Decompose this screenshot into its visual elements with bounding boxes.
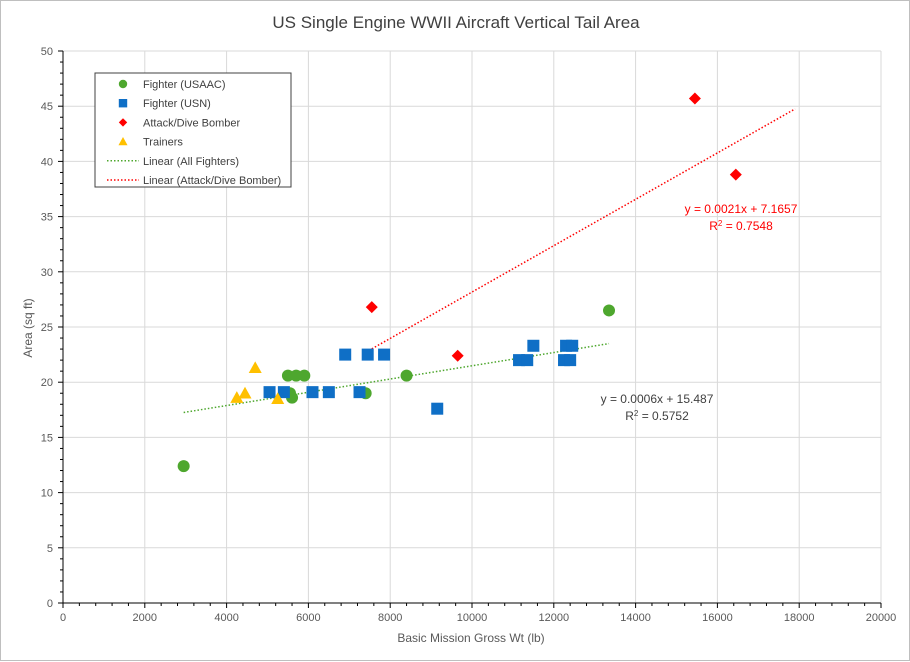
legend-entry-label: Fighter (USAAC) bbox=[143, 79, 226, 91]
y-tick-label: 30 bbox=[41, 267, 53, 279]
y-tick-label: 15 bbox=[41, 432, 53, 444]
data-point-square bbox=[566, 339, 579, 352]
data-point-square bbox=[527, 339, 540, 352]
legend-marker-circle bbox=[118, 79, 128, 89]
trendline-0 bbox=[183, 342, 610, 414]
trendlines bbox=[183, 108, 796, 414]
data-point-circle bbox=[603, 304, 616, 317]
trendline-equations: y = 0.0006x + 15.487 R2 = 0.5752 y = 0.002… bbox=[601, 202, 798, 423]
y-tick-label: 35 bbox=[41, 212, 53, 224]
data-point-triangle bbox=[230, 391, 244, 403]
data-point-circle bbox=[400, 369, 413, 382]
data-point-square bbox=[378, 348, 391, 361]
data-point-square bbox=[564, 354, 577, 367]
y-tick-label: 20 bbox=[41, 377, 53, 389]
x-tick-label: 12000 bbox=[539, 612, 570, 624]
data-point-diamond bbox=[729, 168, 742, 181]
data-point-triangle bbox=[271, 392, 285, 404]
legend-box bbox=[94, 72, 292, 188]
data-point-square bbox=[353, 386, 366, 399]
y-tick-label: 45 bbox=[41, 101, 53, 113]
y-axis-label: Area (sq ft) bbox=[21, 298, 35, 357]
data-point-square bbox=[277, 386, 290, 399]
y-tick-label: 50 bbox=[41, 46, 53, 58]
x-tick-label: 18000 bbox=[784, 612, 815, 624]
data-point-circle bbox=[298, 369, 311, 382]
data-point-diamond bbox=[365, 301, 378, 314]
y-tick-label: 5 bbox=[47, 543, 53, 555]
data-point-diamond bbox=[451, 349, 464, 362]
data-point-square bbox=[361, 348, 374, 361]
x-tick-label: 8000 bbox=[378, 612, 402, 624]
x-tick-label: 2000 bbox=[133, 612, 157, 624]
y-tick-label: 40 bbox=[41, 156, 53, 168]
data-point-triangle bbox=[238, 386, 252, 399]
legend-entry-label: Trainers bbox=[143, 137, 183, 149]
trendline-equation: y = 0.0006x + 15.487 bbox=[601, 392, 714, 406]
data-point-square bbox=[339, 348, 352, 361]
x-tick-label: 4000 bbox=[214, 612, 238, 624]
chart-title: US Single Engine WWII Aircraft Vertical … bbox=[272, 13, 640, 32]
legend-entry-label: Linear (Attack/Dive Bomber) bbox=[143, 175, 281, 187]
data-points bbox=[177, 92, 742, 473]
axes: 0 2000 4000 6000 8000 10000 12000 14000 16000 180… bbox=[41, 46, 897, 624]
legend-marker-square bbox=[118, 99, 128, 108]
y-tick-label: 10 bbox=[41, 488, 53, 500]
legend: Fighter (USAAC) Fighter (USN) Attack/Dive … bbox=[94, 72, 292, 188]
y-tick-label: 25 bbox=[41, 322, 53, 334]
data-point-triangle bbox=[248, 361, 262, 374]
legend-entry-label: Attack/Dive Bomber bbox=[143, 117, 241, 129]
legend-entry-label: Fighter (USN) bbox=[143, 98, 211, 110]
trendline-r-squared: R2 = 0.7548 bbox=[709, 219, 773, 234]
data-point-diamond bbox=[688, 92, 701, 105]
x-tick-label: 16000 bbox=[702, 612, 733, 624]
y-tick-label: 0 bbox=[47, 598, 53, 610]
legend-entry-label: Linear (All Fighters) bbox=[143, 156, 239, 168]
x-tick-label: 0 bbox=[60, 612, 66, 624]
x-tick-label: 14000 bbox=[620, 612, 651, 624]
x-tick-label: 20000 bbox=[866, 612, 897, 624]
data-point-square bbox=[306, 386, 319, 399]
legend-marker-diamond bbox=[118, 118, 128, 127]
x-tick-label: 10000 bbox=[457, 612, 488, 624]
gridlines bbox=[63, 50, 882, 603]
trendline-1 bbox=[371, 108, 796, 350]
x-tick-label: 6000 bbox=[296, 612, 320, 624]
trendline-r-squared: R2 = 0.5752 bbox=[625, 409, 689, 424]
data-point-square bbox=[263, 386, 276, 399]
legend-marker-triangle bbox=[118, 137, 128, 146]
x-axis-label: Basic Mission Gross Wt (lb) bbox=[397, 631, 544, 645]
trendline-equation: y = 0.0021x + 7.1657 bbox=[685, 202, 798, 216]
data-point-square bbox=[431, 402, 444, 415]
data-point-square bbox=[322, 386, 335, 399]
data-point-square bbox=[521, 354, 534, 367]
data-point-circle bbox=[177, 460, 190, 473]
